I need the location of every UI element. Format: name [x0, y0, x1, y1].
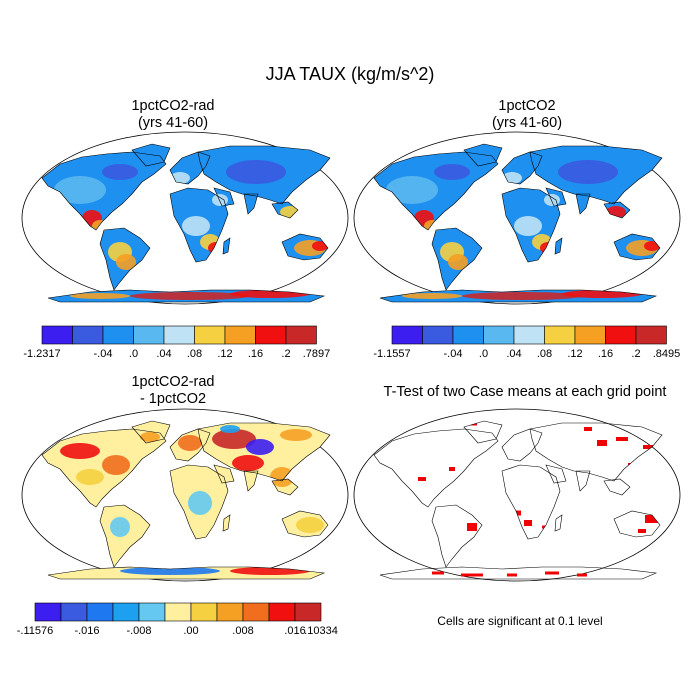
colorbar-ctl-box-4 [513, 325, 545, 345]
colorbar-diff-box-0 [34, 602, 62, 622]
colorbar-diff-box-5 [164, 602, 192, 622]
colorbar-diff-box-8 [242, 602, 270, 622]
colorbar-rad-box-2 [102, 325, 134, 345]
colorbar-rad-label-7: .2 [281, 348, 290, 360]
colorbar-rad-label-6: .16 [248, 348, 263, 360]
colorbar-ctl-label-8: .8495 [653, 348, 681, 360]
colorbar-diff-box-1 [60, 602, 88, 622]
colorbar-ctl-box-5 [544, 325, 576, 345]
coastlines-ttest [373, 420, 663, 580]
colorbar-ctl-label-2: .0 [479, 348, 488, 360]
coastlines-diff [41, 420, 331, 580]
colorbar-diff-label-3: .00 [183, 625, 198, 637]
panel-title-rad-line2: (yrs 41-60) [137, 115, 209, 131]
colorbar-ctl-label-5: .12 [567, 348, 582, 360]
colorbar-rad-label-1: -.04 [94, 348, 113, 360]
panel-title-rad: 1pctCO2-rad (yrs 41-60) [23, 98, 323, 132]
colorbar-rad-label-8: .7897 [303, 348, 331, 360]
colorbar-rad-box-0 [41, 325, 73, 345]
colorbar-diff-box-4 [138, 602, 166, 622]
colorbar-ctl-label-0: -1.1557 [373, 348, 410, 360]
map-panel-ttest [353, 408, 681, 582]
colorbar-ctl-label-7: .2 [631, 348, 640, 360]
colorbar-ctl-label-1: -.04 [444, 348, 463, 360]
map-panel-diff [21, 408, 349, 582]
map-frame-ttest [353, 408, 681, 582]
colorbar-rad-box-7 [255, 325, 287, 345]
panel-title-diff-line2: - 1pctCO2 [139, 391, 207, 407]
colorbar-ctl-label-6: .16 [598, 348, 613, 360]
colorbar-rad-label-2: .0 [129, 348, 138, 360]
colorbar-diff-box-2 [86, 602, 114, 622]
colorbar-rad-box-1 [72, 325, 104, 345]
colorbar-diff: -.11576 -.016 -.008 .00 .008 .016.10334 [17, 602, 338, 637]
figure-title: JJA TAUX (kg/m/s^2) [265, 64, 435, 84]
panel-title-diff: 1pctCO2-rad - 1pctCO2 [23, 374, 323, 408]
colorbar-diff-label-2: -.008 [126, 625, 151, 637]
colorbar-ctl-box-1 [422, 325, 454, 345]
panel-title-ctl-line2: (yrs 41-60) [491, 115, 563, 131]
map-panel-rad [21, 131, 349, 305]
colorbar-ctl-box-0 [391, 325, 423, 345]
panel-title-ctl-line1: 1pctCO2 [498, 98, 556, 114]
significance-note: Cells are significant at 0.1 level [437, 614, 603, 628]
colorbar-diff-box-9 [268, 602, 296, 622]
panel-title-ctl: 1pctCO2 (yrs 41-60) [377, 98, 677, 132]
colorbar-diff-box-7 [216, 602, 244, 622]
colorbar-ctl-box-6 [574, 325, 606, 345]
colorbar-rad-label-3: .04 [156, 348, 171, 360]
colorbar-diff-box-6 [190, 602, 218, 622]
panel-title-rad-line1: 1pctCO2-rad [131, 98, 215, 114]
colorbar-rad: -1.2317 -.04 .0 .04 .08 .12 .16 .2 .7897 [23, 325, 331, 360]
panel-title-diff-line1: 1pctCO2-rad [131, 374, 215, 390]
colorbar-diff-label-6: .10334 [304, 625, 338, 637]
colorbar-ctl: -1.1557 -.04 .0 .04 .08 .12 .16 .2 .8495 [373, 325, 681, 360]
colorbar-rad-label-5: .12 [217, 348, 232, 360]
colorbar-diff-label-5: .016 [284, 625, 305, 637]
colorbar-ctl-box-3 [483, 325, 515, 345]
panel-title-ttest: T-Test of two Case means at each grid po… [383, 384, 667, 400]
colorbar-diff-box-10 [294, 602, 322, 622]
colorbar-ctl-label-3: .04 [506, 348, 521, 360]
colorbar-diff-box-3 [112, 602, 140, 622]
colorbar-diff-label-4: .008 [232, 625, 253, 637]
colorbar-rad-box-4 [163, 325, 195, 345]
coastlines-ctl [373, 143, 663, 303]
colorbar-rad-label-0: -1.2317 [23, 348, 60, 360]
colorbar-rad-label-4: .08 [187, 348, 202, 360]
colorbar-rad-box-8 [285, 325, 317, 345]
colorbar-ctl-label-4: .08 [537, 348, 552, 360]
colorbar-ctl-box-2 [452, 325, 484, 345]
colorbar-diff-label-0: -.11576 [17, 625, 54, 637]
colorbar-ctl-box-8 [635, 325, 667, 345]
colorbar-rad-box-3 [133, 325, 165, 345]
colorbar-rad-box-6 [224, 325, 256, 345]
colorbar-rad-box-5 [194, 325, 226, 345]
colorbar-diff-label-1: -.016 [74, 625, 99, 637]
map-panel-ctl [353, 131, 681, 305]
colorbar-ctl-box-7 [605, 325, 637, 345]
coastlines-rad [41, 143, 331, 303]
